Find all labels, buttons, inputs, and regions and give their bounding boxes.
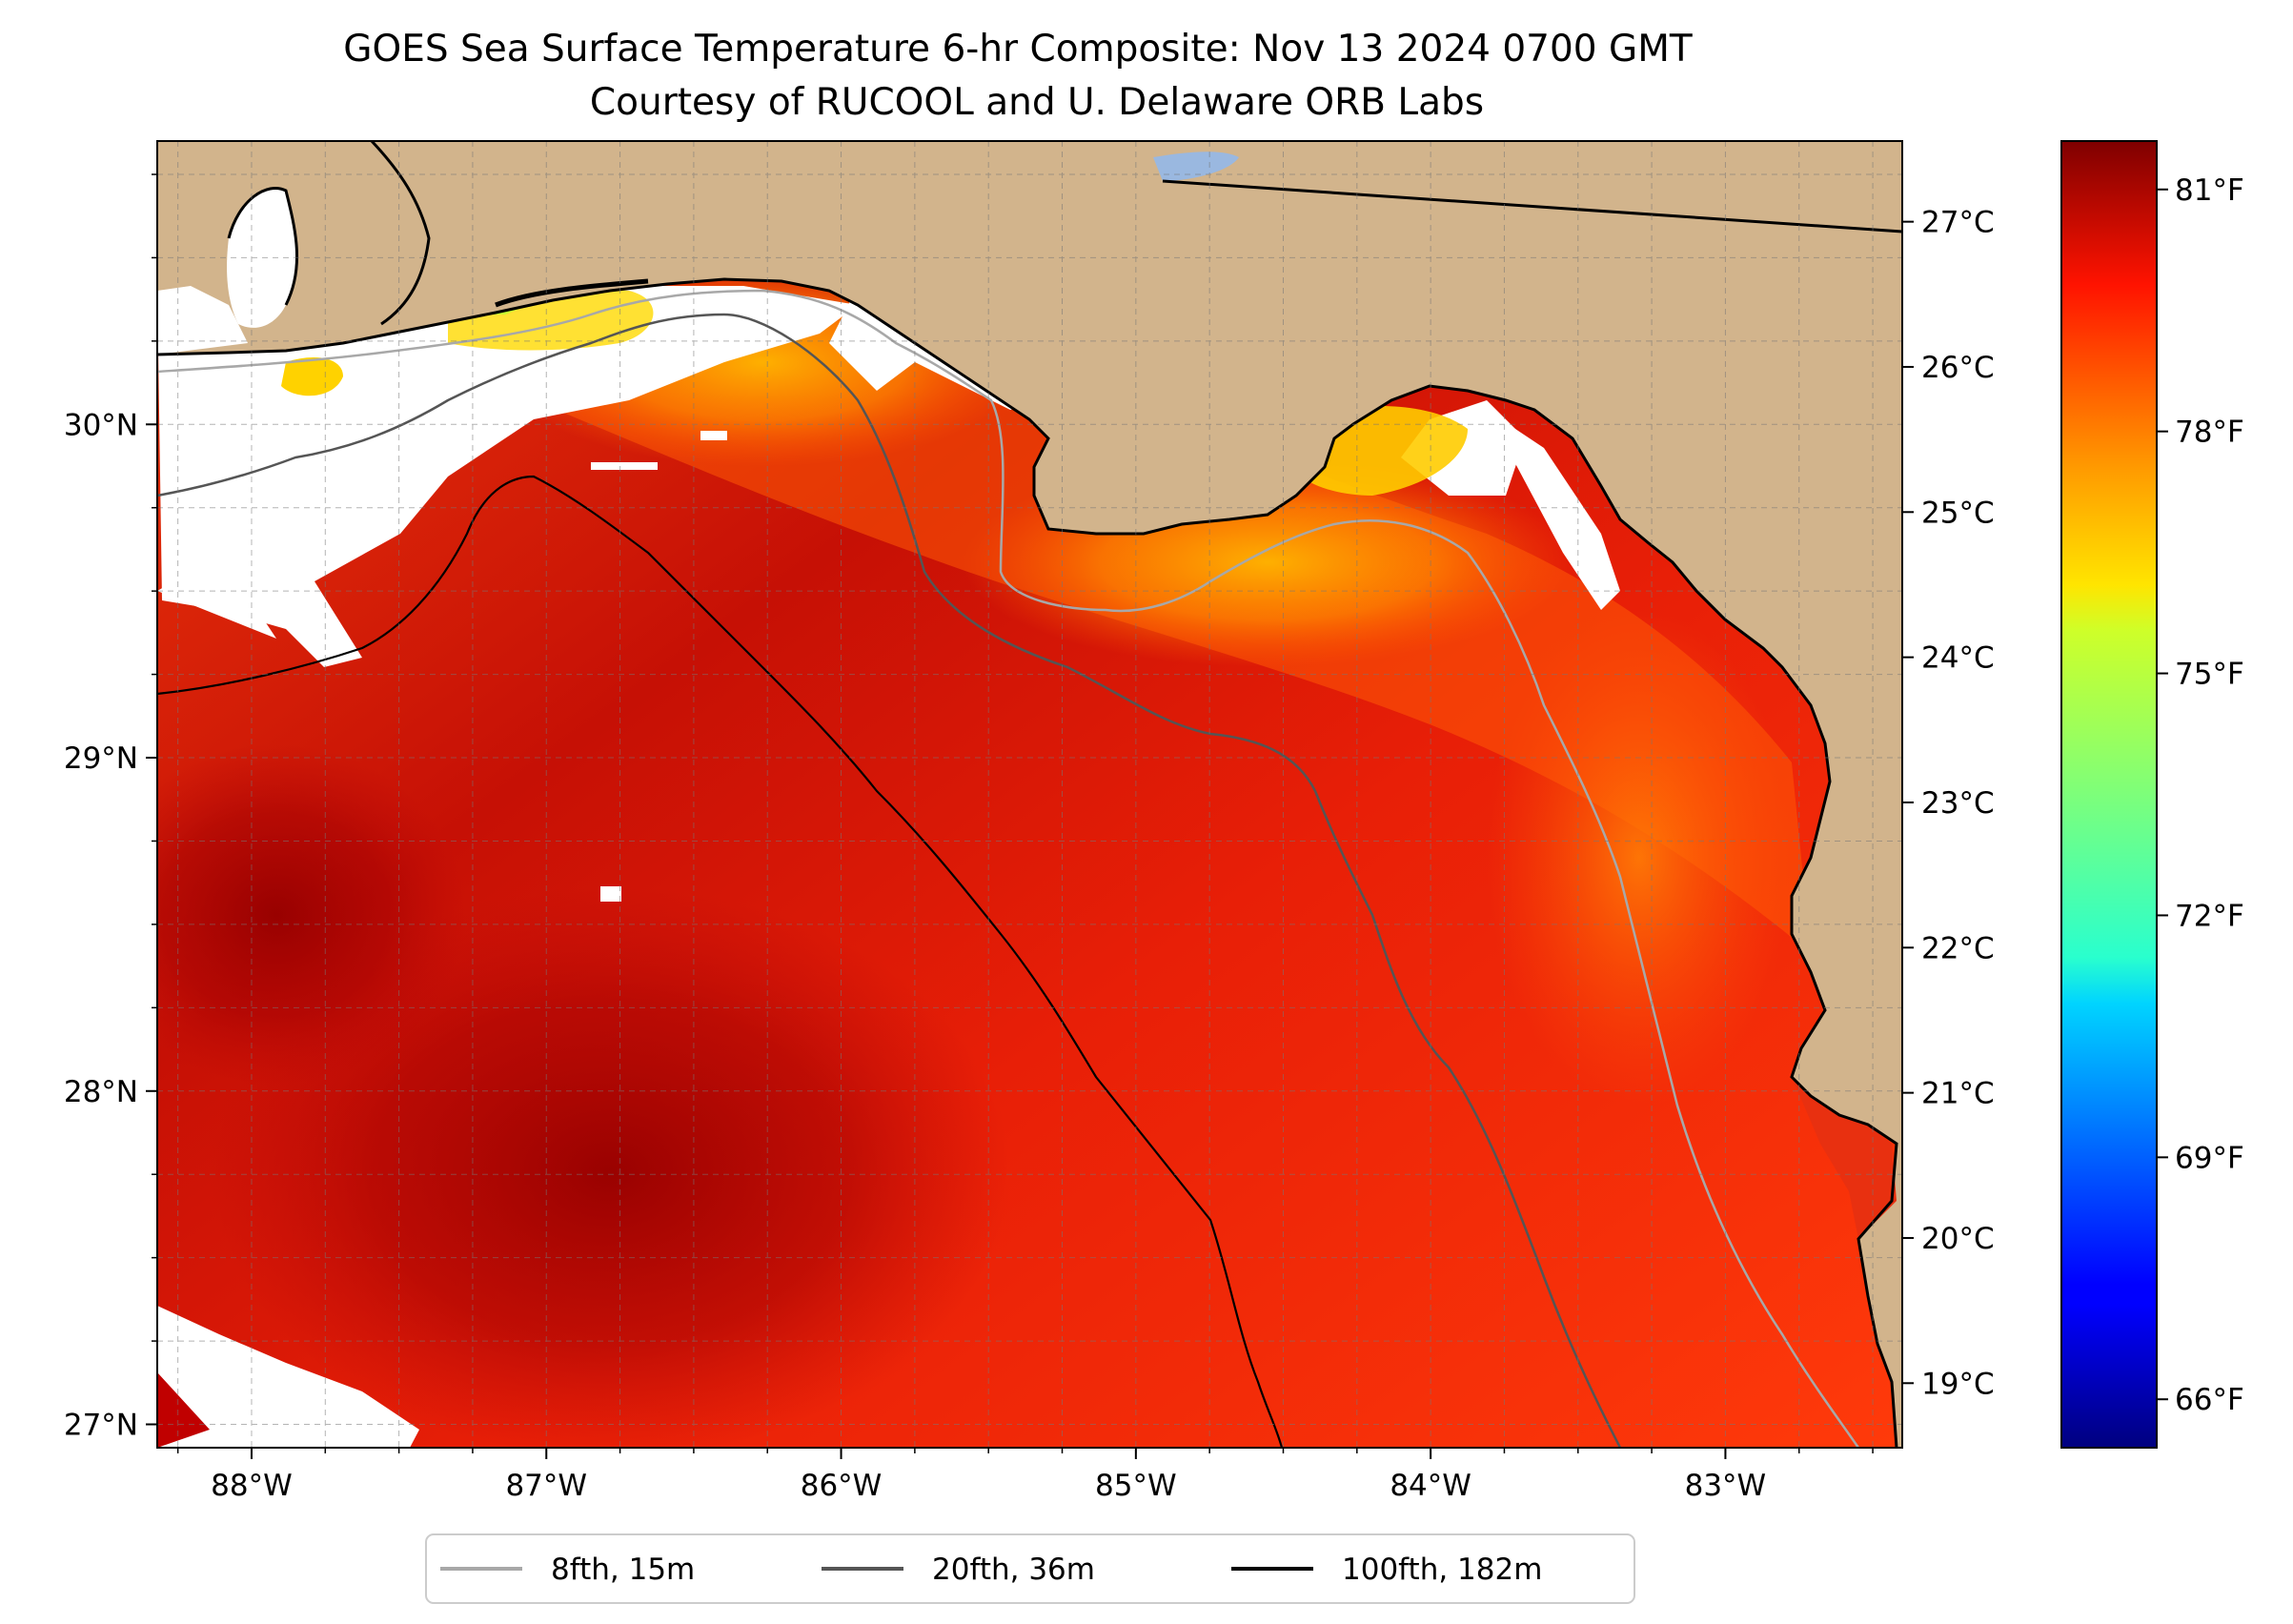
warm-core-west xyxy=(157,743,467,1086)
map-frame xyxy=(156,140,1903,1449)
orange-nearshore xyxy=(1487,610,1792,1106)
legend-label-8fth: 8fth, 15m xyxy=(551,1553,695,1587)
yellow-patch-small xyxy=(281,357,343,396)
lat-tick-label: 30°N xyxy=(64,408,138,442)
lon-tick-label: 83°W xyxy=(1685,1469,1767,1503)
legend-label-20fth: 20fth, 36m xyxy=(932,1553,1095,1587)
celsius-tick-label: 24°C xyxy=(1921,641,1995,676)
no-data-speck-3 xyxy=(700,431,727,440)
lon-tick-label: 87°W xyxy=(505,1469,587,1503)
longitude-axis: 88°W 87°W 86°W 85°W 84°W 83°W xyxy=(176,1448,1874,1503)
contour-20fth xyxy=(157,313,1622,1448)
fahrenheit-tick-label: 72°F xyxy=(2175,899,2244,933)
fahrenheit-tick-label: 75°F xyxy=(2175,658,2244,692)
sst-corner xyxy=(157,1372,210,1448)
mobile-bay-shore xyxy=(227,187,299,306)
celsius-tick-label: 21°C xyxy=(1921,1077,1995,1111)
no-data-speck-2 xyxy=(591,462,658,470)
chart-title: GOES Sea Surface Temperature 6-hr Compos… xyxy=(343,28,1693,71)
contour-100fth xyxy=(157,475,1284,1448)
barrier-island xyxy=(495,278,649,308)
celsius-tick-label: 19°C xyxy=(1921,1367,1995,1401)
no-data-speck xyxy=(600,886,621,902)
no-data-coast-east xyxy=(1487,410,1620,610)
lon-tick-label: 88°W xyxy=(211,1469,293,1503)
colorbar xyxy=(2060,140,2158,1449)
celsius-tick-label: 25°C xyxy=(1921,496,1995,530)
celsius-tick-label: 23°C xyxy=(1921,786,1995,821)
lon-tick-label: 85°W xyxy=(1095,1469,1177,1503)
contour-legend xyxy=(425,1533,1635,1604)
celsius-tick-label: 20°C xyxy=(1921,1222,1995,1256)
lake-seminole xyxy=(1153,152,1239,181)
tampa-bay-water xyxy=(1792,1077,1897,1239)
latitude-axis: 30°N 29°N 28°N 27°N xyxy=(64,173,157,1443)
mobile-bay xyxy=(227,188,297,328)
celsius-tick-label: 22°C xyxy=(1921,931,1995,965)
celsius-tick-label: 26°C xyxy=(1921,351,1995,385)
map-gridlines xyxy=(157,141,1902,1448)
celsius-axis: 27°C 26°C 25°C 24°C 23°C 22°C 21°C 20°C 19°C xyxy=(1902,206,1995,1401)
fahrenheit-tick-label: 78°F xyxy=(2175,416,2244,450)
lon-tick-label: 86°W xyxy=(801,1469,883,1503)
coastline xyxy=(157,277,1898,1448)
lat-tick-label: 29°N xyxy=(64,741,138,776)
river-mouth xyxy=(370,141,431,326)
celsius-tick-label: 27°C xyxy=(1921,206,1995,240)
contour-8fth xyxy=(157,289,1860,1448)
fahrenheit-tick-label: 69°F xyxy=(2175,1141,2244,1175)
map-area xyxy=(157,141,1902,1448)
mobile-bay-nodata xyxy=(157,286,248,355)
fahrenheit-tick-label: 81°F xyxy=(2175,173,2244,208)
lat-tick-label: 27°N xyxy=(64,1409,138,1443)
lat-tick-label: 28°N xyxy=(64,1075,138,1109)
fahrenheit-axis: 81°F 78°F 75°F 72°F 69°F 66°F xyxy=(2157,173,2244,1417)
lon-tick-label: 84°W xyxy=(1390,1469,1471,1503)
land-mass xyxy=(157,141,1902,1448)
fahrenheit-tick-label: 66°F xyxy=(2175,1383,2244,1417)
legend-label-100fth: 100fth, 182m xyxy=(1342,1553,1542,1587)
state-border xyxy=(1162,179,1902,233)
chart-subtitle: Courtesy of RUCOOL and U. Delaware ORB L… xyxy=(590,81,1484,124)
no-data-west-2 xyxy=(157,572,276,639)
